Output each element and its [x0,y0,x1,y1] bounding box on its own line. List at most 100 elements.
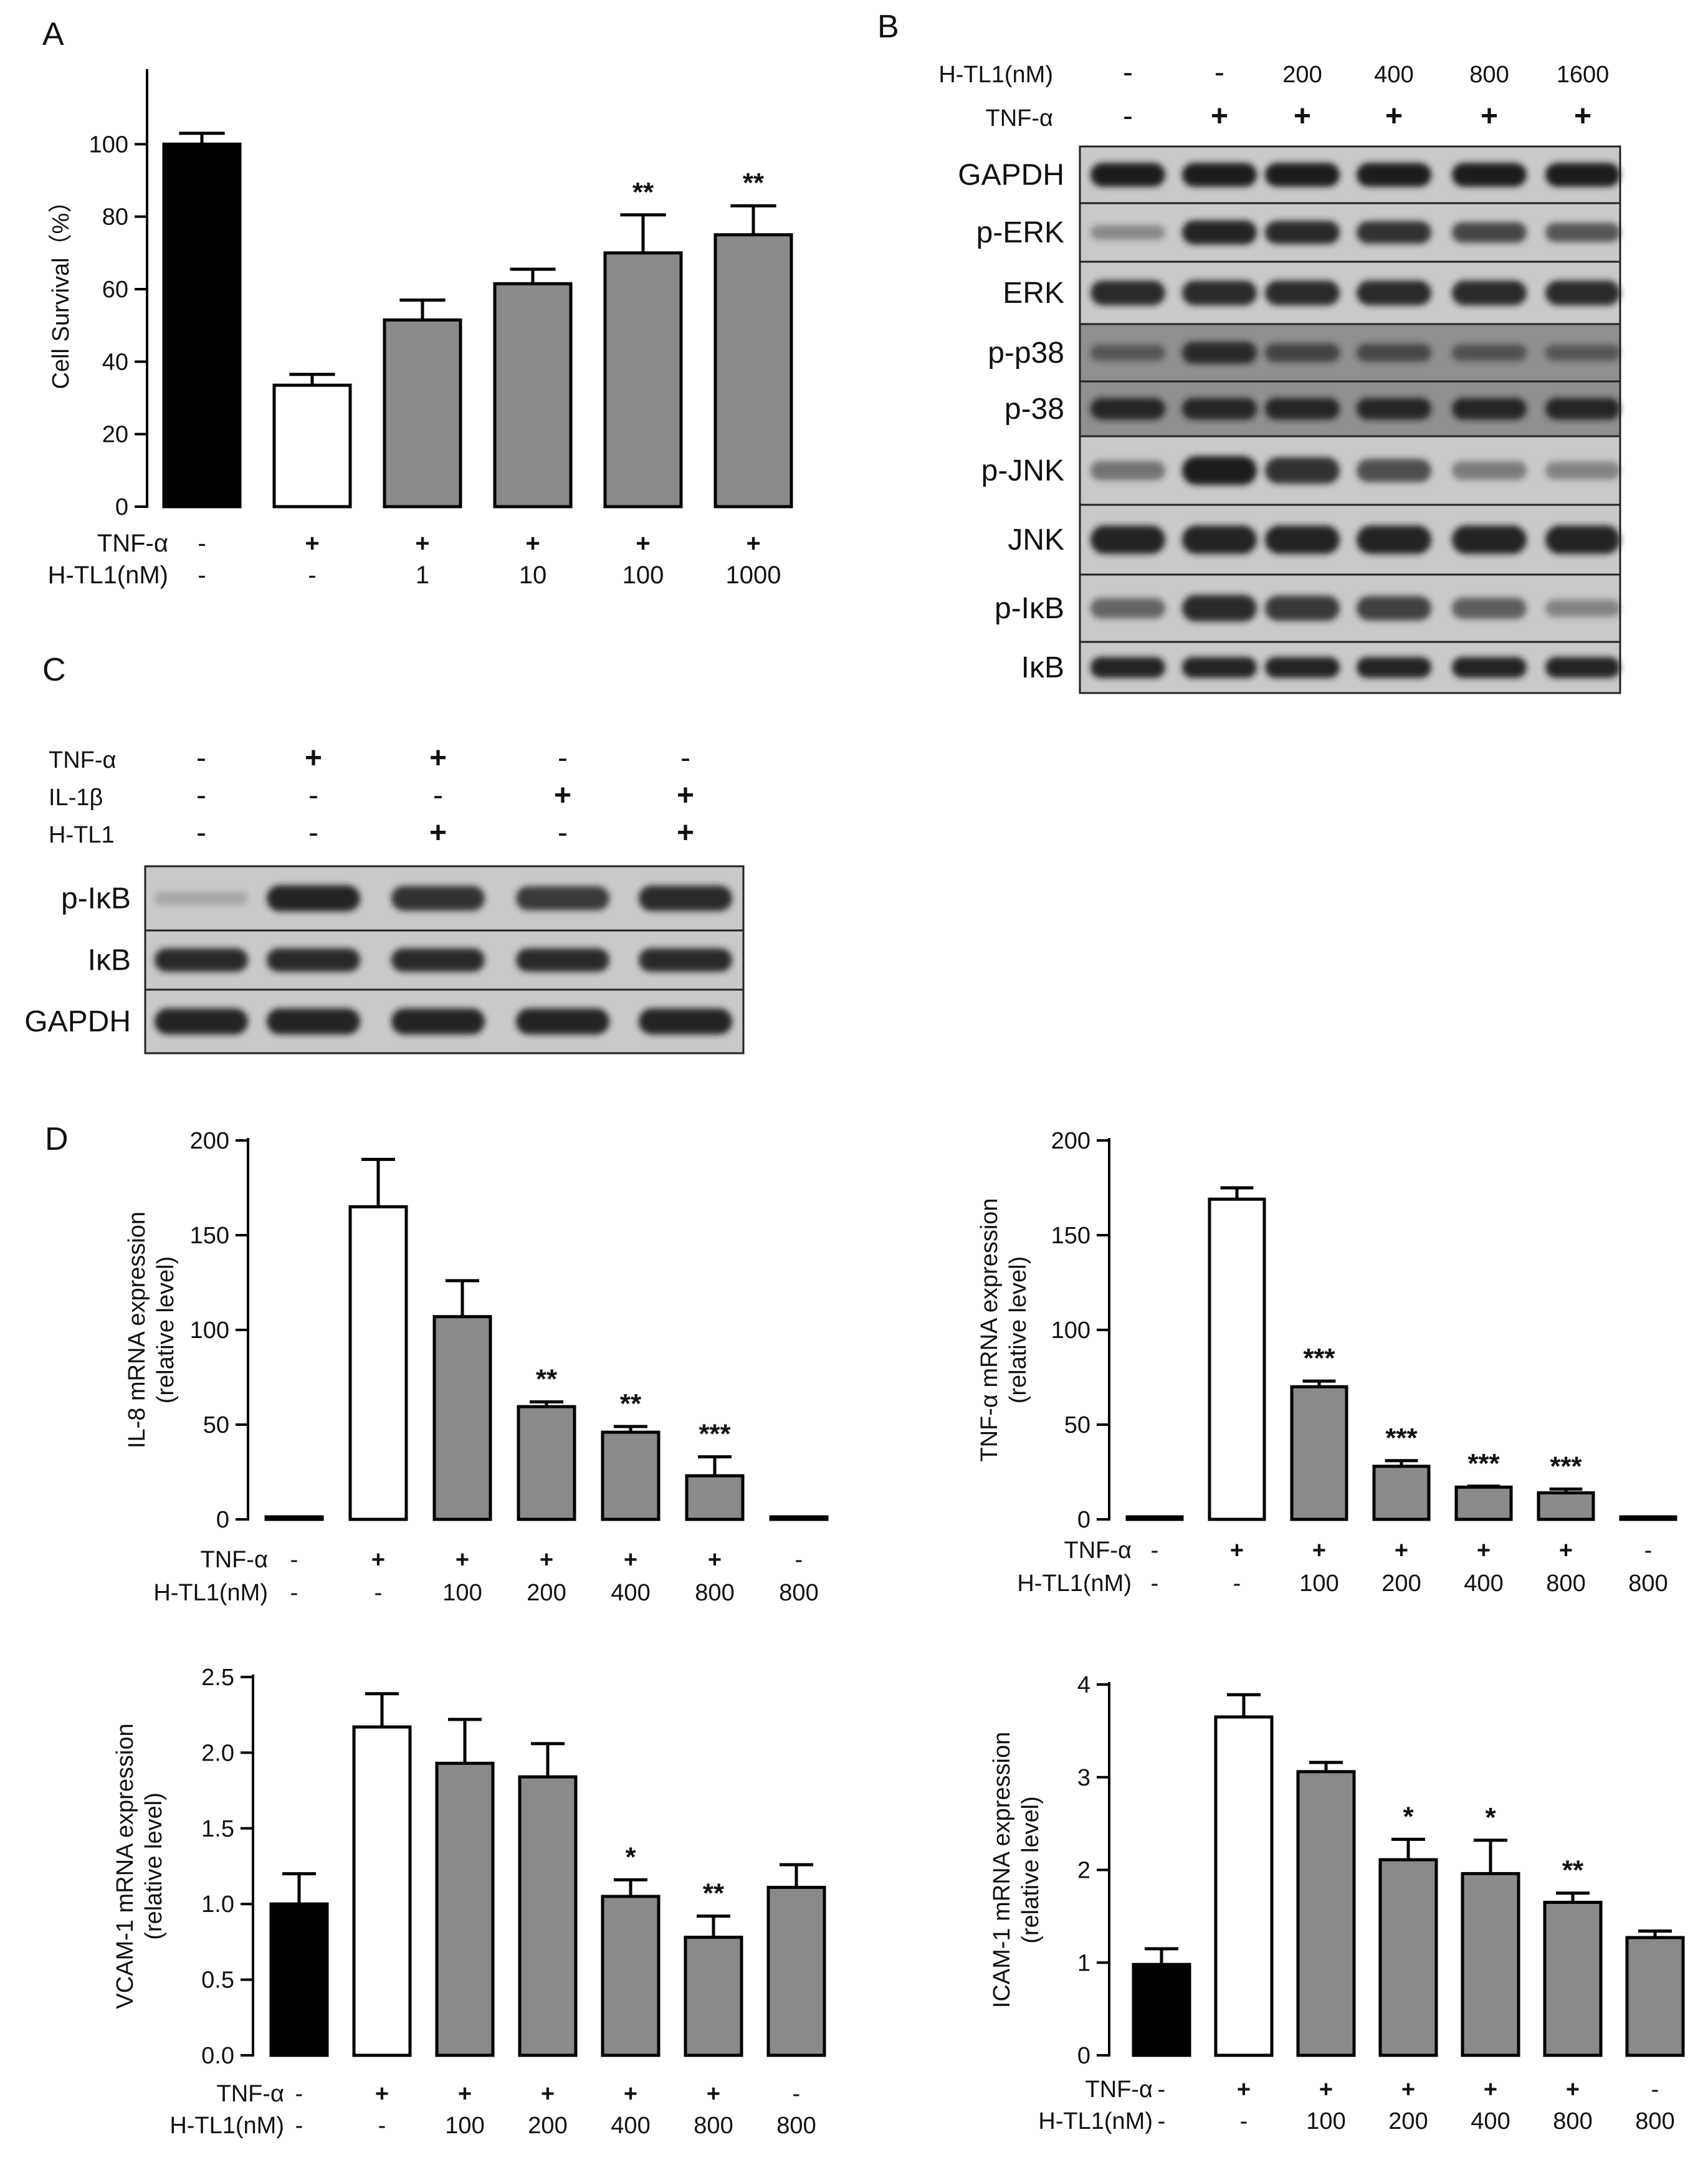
condition-value: - [295,2081,303,2107]
bar [383,318,462,509]
blot-band [1090,345,1165,361]
condition-value: + [1230,1537,1244,1564]
blot-band [1182,220,1257,245]
condition-value: + [708,1547,722,1573]
blot-band [391,1008,485,1035]
condition-value: - [1123,56,1133,89]
condition-value: + [375,2081,389,2107]
tnf-alpha-mrna-chart: 0 50 100 150 200 TNF-α mRNA expression (relati… [976,1128,1677,1597]
bar [713,233,793,509]
bar [684,1936,743,2057]
condition-value: + [456,1547,469,1573]
y-tick-label: 0 [1077,2043,1090,2069]
y-tick-label: 0 [216,1507,229,1533]
blot-band [1545,398,1620,420]
significance-marker: ** [632,177,654,208]
y-tick-label: 0.5 [201,1967,234,1994]
condition-value: 800 [1546,1570,1585,1597]
condition-value: + [636,530,650,557]
y-axis-label: TNF-α mRNA expression [976,1198,1003,1461]
blot-band [1090,461,1165,480]
blot-band [1090,225,1165,240]
blot-strip [1079,573,1621,643]
significance-marker: *** [699,1419,731,1450]
panel-label-b: B [877,9,899,45]
condition-value: 200 [1388,2108,1428,2134]
bar [348,1205,408,1521]
condition-value: - [295,2113,303,2139]
condition-value: + [540,1547,553,1573]
vcam1-mrna-chart: 0.0 0.5 1.0 1.5 2.0 2.5 VCAM-1 mRNA expression… [112,1665,826,2139]
blot-band [1090,163,1165,187]
blot-band [1452,525,1527,554]
condition-row-label: TNF-α [97,530,168,557]
significance-marker: *** [1550,1451,1582,1481]
bar [603,251,683,509]
condition-value: - [196,816,206,849]
condition-row-label: TNF-α [986,105,1054,131]
blot-band [639,948,732,972]
bar [269,1902,329,2057]
blot-band [1265,657,1340,678]
blot-band [1182,342,1257,364]
condition-value: - [308,562,316,589]
bar [766,1885,826,2057]
blot-label: JNK [1008,523,1064,557]
y-tick-label: 100 [190,1317,229,1344]
blot-band [1182,595,1257,622]
blot-strip [1079,504,1621,576]
blot-band [267,1008,360,1035]
blot-band [1182,280,1257,305]
condition-value: - [1151,1537,1159,1564]
bar [435,1761,495,2057]
condition-value: - [1651,2077,1659,2103]
significance-marker: * [1485,1802,1496,1833]
condition-value: - [196,779,206,812]
blot-band [1545,461,1620,480]
condition-row-label: H-TL1(nM) [1017,1570,1132,1597]
significance-marker: *** [1467,1448,1500,1479]
condition-value: 800 [694,2113,733,2139]
y-tick-label: 50 [203,1412,229,1438]
condition-value: + [415,530,429,557]
bar [769,1515,829,1521]
condition-value: 200 [528,2113,567,2139]
bar [1372,1465,1431,1521]
y-tick-label: 200 [1051,1128,1090,1154]
blot-band [639,886,732,911]
blot-strip [1079,641,1621,694]
blot-band [1090,598,1165,619]
blot-band [1182,456,1257,485]
condition-value: + [746,530,760,557]
condition-value: 800 [1635,2108,1674,2134]
blot-label: p-p38 [988,337,1064,370]
condition-value: + [525,530,540,557]
blot-label: IκB [1021,651,1064,684]
condition-row-label: TNF-α [1064,1537,1132,1564]
condition-row-label: TNF-α [1085,2077,1153,2103]
y-tick-label: 4 [1077,1672,1090,1698]
blot-band [1452,280,1527,305]
condition-row-label: TNF-α [201,1547,269,1573]
bar [352,1725,412,2057]
condition-row-label: H-TL1(nM) [938,62,1053,88]
condition-value: + [458,2081,472,2107]
panel-label-a: A [42,16,64,52]
condition-value: + [1574,100,1591,133]
y-tick-label: 2.5 [201,1665,234,1691]
blot-band [516,1008,609,1035]
condition-value: + [429,816,447,849]
y-tick-label: 0.0 [201,2043,234,2069]
condition-row-label: H-TL1 [49,822,115,848]
panel-label-c: C [42,652,66,688]
significance-marker: ** [620,1388,642,1419]
bar [493,282,573,509]
y-axis-label: Cell Survival（%） [48,189,74,390]
bar [272,383,352,509]
condition-value: 400 [1464,1570,1503,1597]
icam1-mrna-chart: 0 1 2 3 4 ICAM-1 mRNA expression (relative lev… [989,1672,1685,2134]
condition-row-label: IL-1β [49,785,103,811]
bar [1296,1770,1356,2057]
blot-band [1357,221,1431,244]
condition-row-label: H-TL1(nM) [169,2113,284,2139]
